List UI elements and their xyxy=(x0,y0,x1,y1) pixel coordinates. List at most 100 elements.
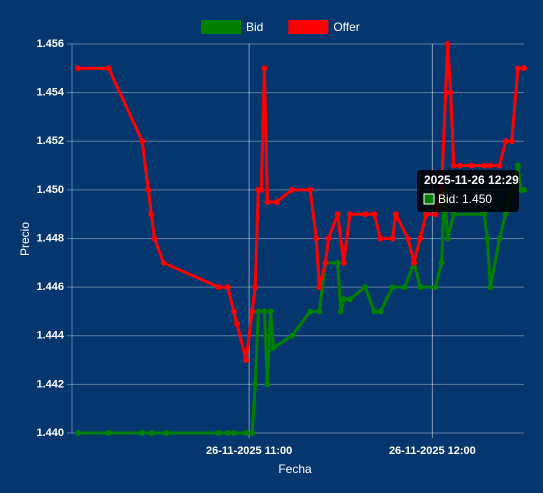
data-point xyxy=(444,235,451,242)
data-point xyxy=(224,284,231,291)
x-axis-title: Fecha xyxy=(278,462,312,476)
data-point xyxy=(411,259,418,266)
data-point xyxy=(139,138,146,145)
data-point xyxy=(371,211,378,218)
data-point xyxy=(316,308,323,315)
data-point xyxy=(145,186,152,193)
data-point xyxy=(521,65,527,72)
y-tick-label: 1.440 xyxy=(36,427,64,439)
data-point xyxy=(417,235,424,242)
legend-swatch xyxy=(201,20,241,34)
data-point xyxy=(230,430,237,436)
data-point xyxy=(334,259,341,266)
data-point xyxy=(456,162,463,169)
x-tick-label: 26-11-2025 12:00 xyxy=(389,445,476,457)
data-point xyxy=(224,430,231,436)
data-point xyxy=(346,211,353,218)
data-point xyxy=(307,308,314,315)
data-point xyxy=(389,284,396,291)
data-point xyxy=(371,308,378,315)
data-point xyxy=(340,296,347,303)
tooltip-box xyxy=(417,170,519,212)
y-tick-label: 1.452 xyxy=(36,135,64,147)
legend-label: Bid xyxy=(246,20,263,34)
x-tick-label: 26-11-2025 11:00 xyxy=(206,445,292,457)
data-point xyxy=(75,430,82,436)
data-point xyxy=(444,41,451,47)
tooltip-label: Bid: 1.450 xyxy=(438,192,492,206)
data-point xyxy=(469,162,476,169)
tooltip-swatch xyxy=(423,193,435,205)
data-point xyxy=(249,308,256,315)
data-point xyxy=(484,235,491,242)
data-point xyxy=(487,162,494,169)
data-point xyxy=(496,235,503,242)
data-point xyxy=(502,211,509,218)
data-point xyxy=(270,344,277,351)
y-tick-label: 1.448 xyxy=(36,232,64,244)
data-point xyxy=(151,235,158,242)
data-point xyxy=(481,162,488,169)
legend-label: Offer xyxy=(333,20,359,34)
data-point xyxy=(252,381,259,388)
data-point xyxy=(264,199,271,206)
data-point xyxy=(432,284,439,291)
data-point xyxy=(377,235,384,242)
data-point xyxy=(508,138,515,145)
data-point xyxy=(139,430,146,436)
data-point xyxy=(502,138,509,145)
data-point xyxy=(160,259,167,266)
data-point xyxy=(249,430,256,436)
data-point xyxy=(313,235,320,242)
y-tick-label: 1.446 xyxy=(36,281,64,293)
data-point xyxy=(261,308,268,315)
data-point xyxy=(307,186,314,193)
legend-swatch xyxy=(288,20,329,34)
y-tick-label: 1.454 xyxy=(36,87,64,99)
y-tick-label: 1.450 xyxy=(36,184,64,196)
data-point xyxy=(252,284,259,291)
data-point xyxy=(337,308,344,315)
tooltip: 2025-11-26 12:29 Bid: 1.450 xyxy=(417,170,519,212)
data-point xyxy=(389,235,396,242)
data-point xyxy=(496,162,503,169)
data-point xyxy=(362,284,369,291)
data-point xyxy=(514,65,521,72)
data-point xyxy=(322,259,329,266)
data-point xyxy=(334,211,341,218)
data-point xyxy=(233,320,240,327)
data-point xyxy=(487,284,494,291)
data-point xyxy=(243,430,250,436)
data-point xyxy=(215,430,222,436)
data-point xyxy=(432,211,439,218)
y-tick-label: 1.444 xyxy=(36,330,64,342)
data-point xyxy=(423,211,430,218)
data-point xyxy=(273,199,280,206)
data-point xyxy=(325,235,332,242)
data-point xyxy=(438,259,445,266)
y-axis-title: Precio xyxy=(18,222,32,256)
data-point xyxy=(258,186,265,193)
data-point xyxy=(261,65,268,72)
data-point xyxy=(243,357,250,364)
data-point xyxy=(75,65,82,72)
series xyxy=(75,162,527,436)
data-point xyxy=(447,89,454,96)
data-point xyxy=(316,284,323,291)
data-point xyxy=(450,211,457,218)
data-point xyxy=(401,284,408,291)
data-point xyxy=(481,211,488,218)
data-point xyxy=(340,259,347,266)
data-point xyxy=(392,211,399,218)
y-tick-label: 1.456 xyxy=(36,38,64,50)
data-point xyxy=(148,211,155,218)
series xyxy=(75,41,527,364)
data-point xyxy=(514,162,521,169)
data-point xyxy=(288,186,295,193)
data-point xyxy=(377,308,384,315)
data-point xyxy=(362,211,369,218)
data-point xyxy=(450,162,457,169)
